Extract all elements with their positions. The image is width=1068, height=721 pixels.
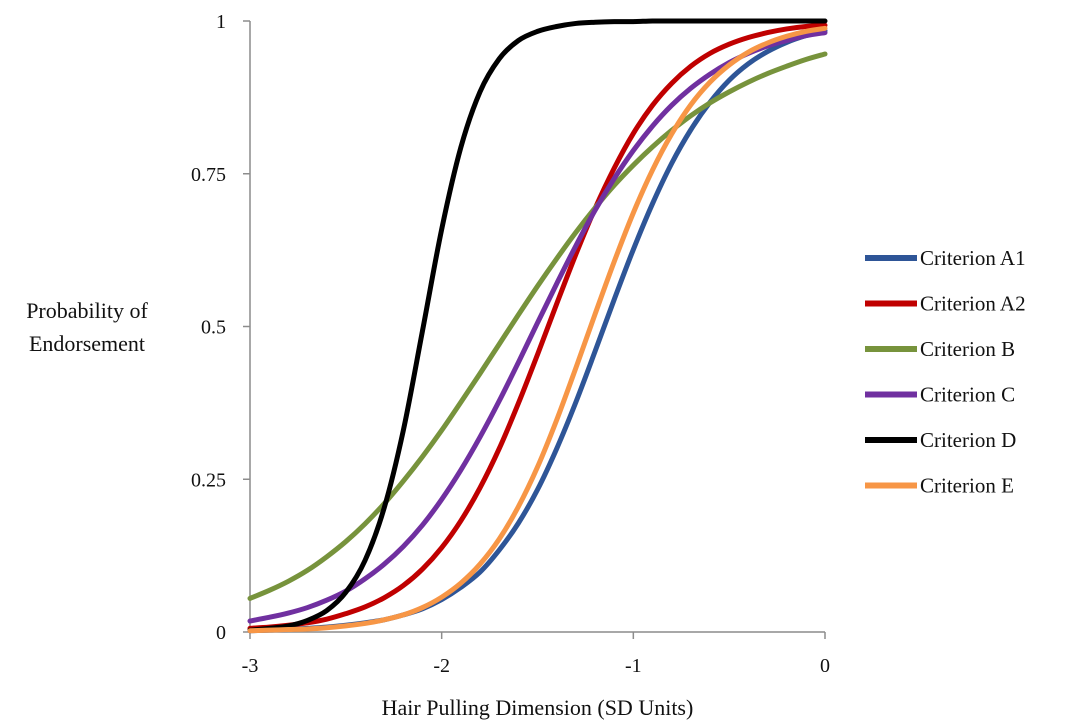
legend-label-criterion-a2: Criterion A2 (920, 292, 1026, 316)
series-line-criterion-a1 (247, 28, 828, 634)
y-axis-label-line-1: Probability of (26, 298, 148, 323)
legend-label-criterion-a1: Criterion A1 (920, 246, 1026, 270)
y-tick-label: 0.5 (201, 317, 226, 339)
series-line-criterion-d (247, 18, 828, 633)
tick-labels: 0 0.25 0.5 0.75 1 -3 -2 -1 0 (191, 11, 830, 677)
legend-label-criterion-e: Criterion E (920, 474, 1014, 498)
y-tick-label: 0 (216, 622, 226, 644)
y-axis-label-line-2: Endorsement (29, 331, 145, 356)
axis-labels: Hair Pulling Dimension (SD Units) Probab… (26, 298, 693, 720)
x-tick-label: 0 (820, 655, 830, 677)
legend: Criterion A1 Criterion A2 Criterion B Crite… (865, 246, 1026, 498)
series-lines (247, 18, 828, 634)
x-tick-label: -2 (433, 655, 450, 677)
y-tick-label: 1 (216, 11, 226, 33)
x-tick-label: -3 (242, 655, 259, 677)
x-tick-label: -1 (625, 655, 642, 677)
series-line-criterion-e (247, 25, 828, 634)
y-tick-label: 0.25 (191, 469, 226, 491)
legend-label-criterion-d: Criterion D (920, 428, 1016, 452)
x-axis-label: Hair Pulling Dimension (SD Units) (382, 695, 694, 720)
axes (243, 20, 826, 639)
series-line-criterion-a2 (247, 22, 828, 631)
legend-label-criterion-c: Criterion C (920, 383, 1015, 407)
series-line-criterion-c (247, 30, 828, 624)
series-line-criterion-b (247, 51, 828, 601)
legend-label-criterion-b: Criterion B (920, 337, 1015, 361)
y-tick-label: 0.75 (191, 164, 226, 186)
